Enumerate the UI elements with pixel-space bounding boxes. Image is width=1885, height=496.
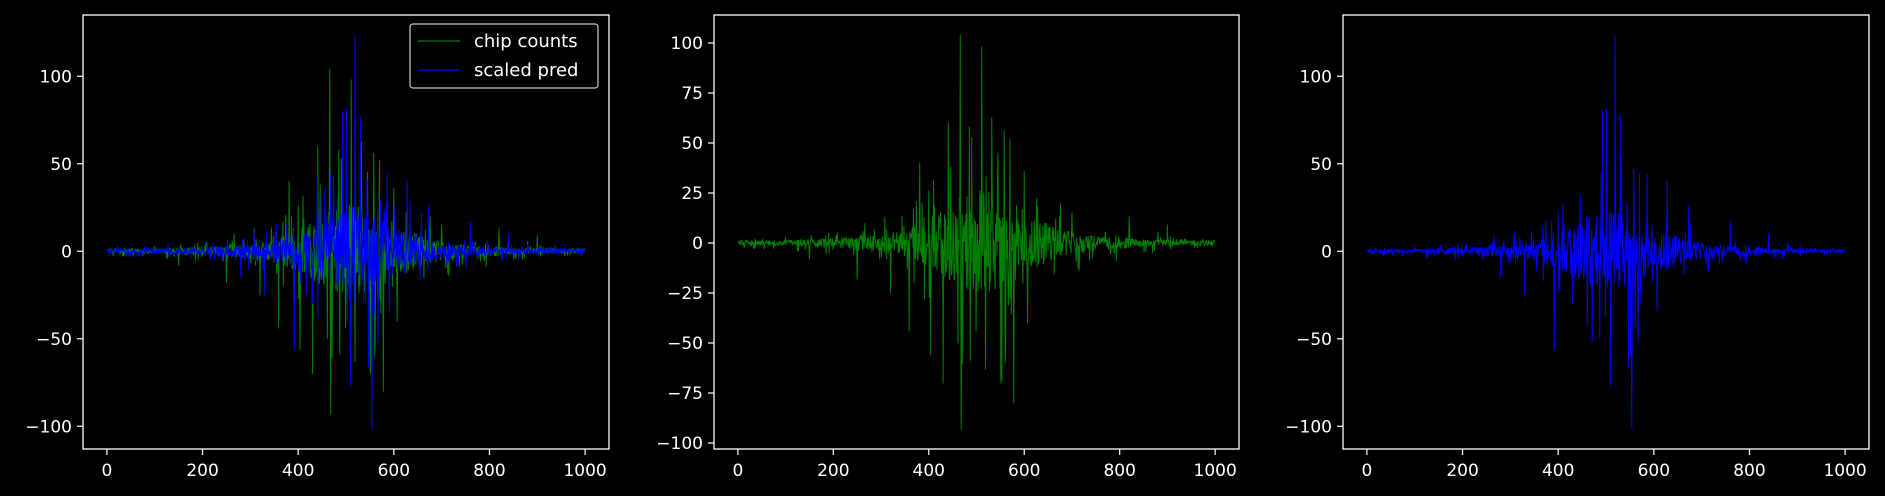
series-line-primary: [737, 34, 1216, 430]
y-tick-label: 0: [61, 242, 72, 262]
x-tick-label: 600: [1008, 461, 1040, 481]
y-tick-label: 25: [681, 184, 703, 204]
x-tick-label: 1000: [1823, 461, 1866, 481]
y-tick-label: −50: [1296, 330, 1332, 350]
y-tick-label: −75: [667, 384, 703, 404]
x-tick-label: 0: [732, 461, 743, 481]
y-tick-label: −100: [656, 434, 703, 454]
x-tick-label: 0: [101, 461, 112, 481]
chart-panel-right: 0 200 400 600 800 1000 −100 −50 0 50 100: [1285, 14, 1870, 481]
y-tick-label: 0: [1321, 242, 1332, 262]
series-line-primary: [1366, 35, 1846, 429]
y-tick-label: 50: [681, 134, 703, 154]
axes-frame: [1342, 14, 1870, 450]
x-tick-label: 200: [817, 461, 849, 481]
chart-panel-middle: 0 200 400 600 800 1000 −100 −75 −50 −25 0 25 50 75 100: [656, 14, 1240, 481]
y-tick-label: −50: [36, 330, 72, 350]
y-tick-label: 50: [1310, 155, 1332, 175]
y-tick-label: −50: [667, 334, 703, 354]
y-tick-label: 50: [50, 155, 72, 175]
chart-panel-left: 0 200 400 600 800 1000 −100 −50 0 50 100 chip coun…: [25, 14, 610, 481]
y-tick-label: −100: [25, 417, 72, 437]
x-tick-label: 400: [913, 461, 945, 481]
x-tick-label: 200: [186, 461, 218, 481]
y-tick-label: −25: [667, 284, 703, 304]
y-tick-label: 0: [692, 234, 703, 254]
x-tick-label: 800: [1733, 461, 1765, 481]
chart-legend: chip counts scaled pred: [409, 23, 599, 89]
series-line-scaled-pred: [106, 35, 586, 429]
legend-label-scaled-pred: scaled pred: [474, 60, 578, 81]
x-tick-label: 1000: [563, 461, 606, 481]
x-tick-label: 1000: [1194, 461, 1237, 481]
axes-frame: [82, 14, 610, 450]
legend-box: [409, 23, 599, 89]
y-tick-label: 100: [1300, 67, 1332, 87]
x-tick-label: 800: [1103, 461, 1135, 481]
x-tick-label: 400: [1542, 461, 1574, 481]
y-tick-label: −100: [1285, 417, 1332, 437]
axes-frame: [713, 14, 1240, 450]
x-tick-label: 600: [1638, 461, 1670, 481]
y-tick-label: 100: [40, 67, 72, 87]
y-tick-label: 100: [671, 34, 703, 54]
x-tick-label: 600: [378, 461, 410, 481]
x-tick-label: 800: [473, 461, 505, 481]
legend-label-chip-counts: chip counts: [474, 31, 578, 52]
x-tick-label: 200: [1446, 461, 1478, 481]
x-tick-label: 400: [282, 461, 314, 481]
x-tick-label: 0: [1361, 461, 1372, 481]
y-tick-label: 75: [681, 84, 703, 104]
